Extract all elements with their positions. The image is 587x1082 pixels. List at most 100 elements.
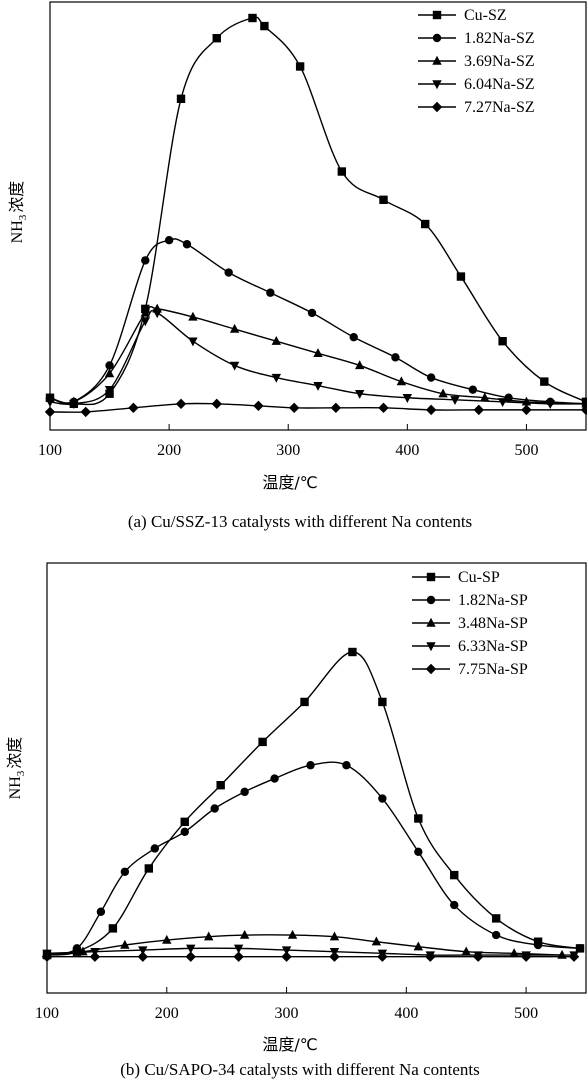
y-axis-label-tail: 浓度: [5, 737, 24, 769]
y-axis-label-sub: 3: [17, 214, 29, 220]
data-point: [354, 390, 365, 399]
series-1.82Na-SP: [42, 761, 585, 960]
legend-item: 7.75Na-SP: [412, 661, 528, 678]
data-point: [414, 847, 423, 856]
data-point: [271, 373, 282, 383]
data-point: [354, 360, 365, 370]
data-point: [348, 647, 357, 657]
y-axis-label-sub: 3: [15, 770, 27, 776]
data-point: [329, 951, 340, 962]
data-point: [186, 944, 196, 954]
data-point: [378, 794, 387, 803]
data-point: [337, 167, 347, 176]
plot-frame: [46, 562, 587, 994]
legend-item: 3.69Na-SZ: [418, 53, 535, 70]
data-point: [180, 827, 189, 837]
x-tick-label: 500: [514, 1005, 538, 1022]
data-point: [287, 929, 298, 939]
x-ticks: 100 200 300 400 500: [38, 424, 538, 459]
data-point: [391, 353, 400, 362]
data-point: [144, 864, 154, 873]
legend-item: 3.48Na-SP: [412, 615, 528, 632]
y-axis-label: NH3浓度: [7, 181, 29, 244]
data-point: [229, 361, 240, 371]
legend-item: Cu-SZ: [418, 7, 507, 24]
data-point: [313, 348, 323, 358]
legend-label: 1.82Na-SP: [458, 592, 528, 609]
data-point: [300, 697, 309, 707]
data-point: [188, 311, 198, 321]
data-point: [89, 951, 101, 962]
data-point: [104, 368, 115, 378]
data-point: [72, 944, 82, 953]
legend: Cu-SP 1.82Na-SP 3.48Na-SP 6.33Na-SP 7.75Na-S…: [412, 569, 528, 678]
data-point: [182, 240, 192, 249]
data-point: [224, 268, 233, 277]
data-point: [176, 94, 186, 103]
data-point: [456, 272, 466, 281]
legend-marker: [432, 55, 442, 65]
y-axis-label: NH3浓度: [5, 737, 27, 800]
legend-item: 6.04Na-SZ: [418, 76, 535, 93]
legend-label: 3.69Na-SZ: [464, 53, 535, 70]
series-line: [46, 761, 581, 956]
data-point: [120, 939, 130, 949]
data-point: [78, 946, 88, 956]
data-point: [379, 195, 388, 204]
chart-panel-b: 100 200 300 400 500 Cu-SP 1.82Na-SP 3.48Na-SP 6…: [5, 562, 587, 1079]
data-point: [137, 951, 149, 962]
data-point: [69, 400, 79, 410]
data-point: [108, 924, 118, 933]
y-axis-label-main: NH: [7, 776, 24, 800]
data-point: [96, 907, 106, 916]
series-6.04Na-SZ: [45, 309, 587, 410]
data-point: [80, 406, 91, 418]
data-point: [540, 377, 549, 386]
data-point: [533, 940, 543, 950]
data-point: [421, 219, 430, 229]
series-group: [44, 13, 587, 418]
data-point: [480, 392, 490, 402]
legend-marker: [426, 595, 436, 605]
data-point: [140, 317, 150, 327]
data-point: [104, 385, 115, 395]
data-point: [497, 398, 508, 407]
data-point: [402, 394, 413, 403]
data-point: [164, 236, 174, 245]
data-point: [138, 946, 148, 956]
series-Cu-SP: [42, 647, 585, 960]
data-point: [438, 388, 448, 398]
svg-text:NH3浓度: NH3浓度: [5, 737, 27, 800]
data-point: [396, 376, 407, 386]
data-point: [140, 307, 150, 317]
series-line: [46, 651, 581, 956]
data-point: [270, 774, 279, 783]
data-point: [414, 814, 423, 823]
legend-label: 3.48Na-SP: [458, 615, 528, 632]
chart-panel-a: 100 200 300 400 500 Cu-SZ 1.82Na-SZ 3.69Na-SZ 6…: [7, 1, 587, 531]
x-ticks: 100 200 300 400 500: [35, 987, 538, 1022]
data-point: [188, 337, 198, 347]
data-point: [150, 844, 159, 853]
data-point: [330, 402, 342, 414]
data-point: [253, 400, 264, 412]
data-point: [105, 361, 114, 370]
data-point: [371, 936, 382, 946]
series-line: [46, 947, 575, 956]
legend-item: 7.27Na-SZ: [418, 99, 535, 116]
x-tick-label: 200: [155, 1005, 179, 1022]
data-point: [271, 336, 282, 345]
data-point: [329, 931, 340, 941]
legend-marker: [426, 617, 436, 627]
data-point: [498, 337, 507, 346]
data-point: [306, 761, 315, 770]
data-point: [210, 804, 219, 813]
data-point: [545, 400, 555, 410]
data-point: [468, 385, 478, 394]
data-point: [473, 404, 484, 416]
legend-item: 1.82Na-SP: [412, 592, 528, 609]
series-7.75Na-SP: [41, 951, 580, 962]
data-point: [568, 951, 580, 962]
data-point: [349, 332, 358, 342]
